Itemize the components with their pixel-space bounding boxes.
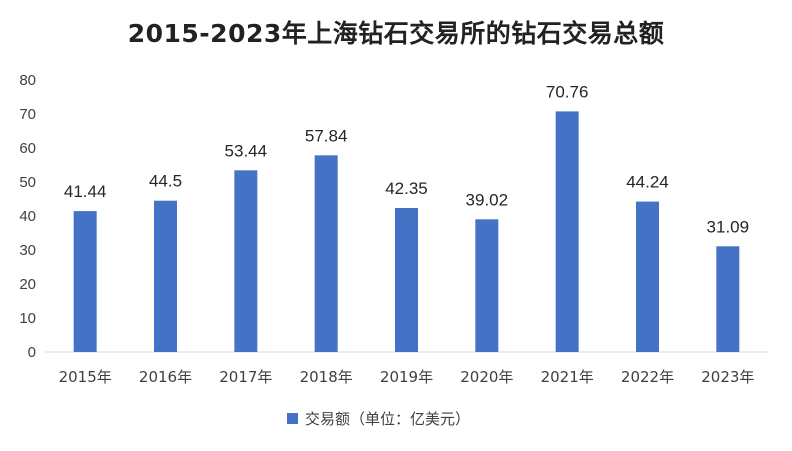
data-label: 42.35	[385, 179, 428, 198]
data-label: 31.09	[707, 217, 750, 236]
bar	[555, 111, 579, 352]
legend-swatch	[287, 413, 298, 424]
x-tick-label: 2017年	[219, 368, 272, 386]
y-tick-label: 10	[19, 310, 36, 327]
y-tick-label: 70	[19, 106, 36, 123]
data-label: 57.84	[305, 126, 348, 145]
data-label: 41.44	[64, 182, 107, 201]
bar	[475, 219, 499, 352]
y-tick-label: 30	[19, 242, 36, 259]
y-tick-label: 50	[19, 174, 36, 191]
x-tick-label: 2018年	[300, 368, 353, 386]
y-tick-label: 40	[19, 208, 36, 225]
chart-title: 2015-2023年上海钻石交易所的钻石交易总额	[127, 19, 665, 48]
x-tick-label: 2016年	[139, 368, 192, 386]
x-tick-label: 2021年	[541, 368, 594, 386]
y-tick-label: 80	[19, 72, 36, 89]
data-label: 70.76	[546, 82, 589, 101]
bar	[716, 246, 740, 352]
data-label: 39.02	[466, 190, 509, 209]
bar	[154, 200, 177, 352]
legend-label: 交易额（单位：亿美元）	[305, 410, 470, 428]
x-tick-label: 2019年	[380, 368, 433, 386]
bar	[636, 201, 659, 352]
data-label: 53.44	[225, 141, 268, 160]
x-tick-label: 2023年	[701, 368, 754, 386]
bar	[73, 211, 97, 352]
y-tick-label: 20	[19, 276, 36, 293]
y-tick-label: 60	[19, 140, 36, 157]
bar	[395, 208, 418, 352]
bar	[234, 170, 258, 352]
x-tick-label: 2022年	[621, 368, 674, 386]
x-tick-label: 2020年	[460, 368, 513, 386]
data-label: 44.24	[626, 173, 669, 192]
x-tick-label: 2015年	[59, 368, 112, 386]
y-tick-label: 0	[28, 344, 36, 361]
data-label: 44.5	[149, 172, 182, 191]
bar	[314, 155, 338, 352]
